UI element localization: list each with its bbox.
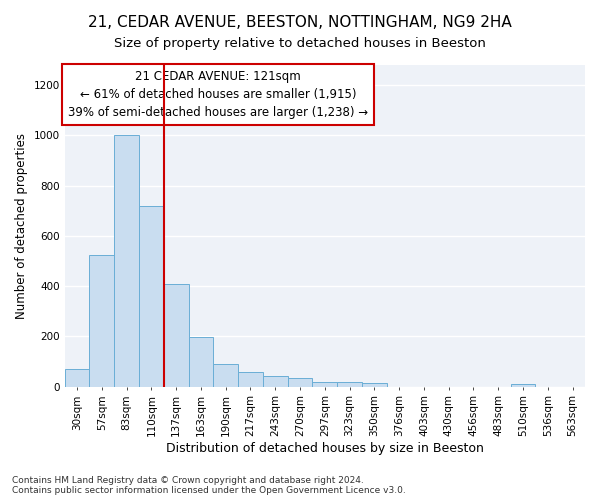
Text: 21, CEDAR AVENUE, BEESTON, NOTTINGHAM, NG9 2HA: 21, CEDAR AVENUE, BEESTON, NOTTINGHAM, N… [88, 15, 512, 30]
Bar [114, 136, 139, 386]
Bar [89, 254, 114, 386]
Bar [337, 382, 362, 386]
Text: Contains HM Land Registry data © Crown copyright and database right 2024.
Contai: Contains HM Land Registry data © Crown c… [12, 476, 406, 495]
Bar [164, 284, 188, 387]
Bar [263, 376, 287, 386]
Bar [362, 383, 387, 386]
Bar [139, 206, 164, 386]
Text: Size of property relative to detached houses in Beeston: Size of property relative to detached ho… [114, 38, 486, 51]
Bar [287, 378, 313, 386]
Bar [65, 369, 89, 386]
Text: 21 CEDAR AVENUE: 121sqm
← 61% of detached houses are smaller (1,915)
39% of semi: 21 CEDAR AVENUE: 121sqm ← 61% of detache… [68, 70, 368, 119]
Bar [511, 384, 535, 386]
Bar [188, 337, 214, 386]
Y-axis label: Number of detached properties: Number of detached properties [15, 133, 28, 319]
Bar [238, 372, 263, 386]
X-axis label: Distribution of detached houses by size in Beeston: Distribution of detached houses by size … [166, 442, 484, 455]
Bar [313, 382, 337, 386]
Bar [214, 364, 238, 386]
